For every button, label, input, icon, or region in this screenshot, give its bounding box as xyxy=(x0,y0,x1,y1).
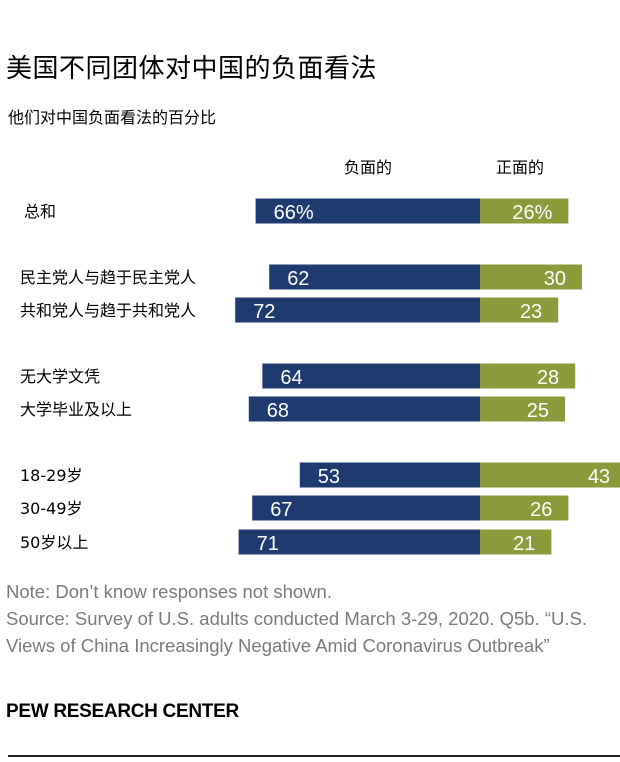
category-label: 18-29岁 xyxy=(20,466,83,485)
note-text: Note: Don’t know responses not shown. xyxy=(6,581,332,602)
brand-logo-text: PEW RESEARCH CENTER xyxy=(6,701,239,722)
value-label-negative: 66% xyxy=(274,202,314,224)
bar-positive xyxy=(480,363,576,389)
value-label-positive: 26 xyxy=(530,499,552,521)
bottom-rule xyxy=(8,755,620,757)
bar-positive xyxy=(480,396,565,422)
bar-negative xyxy=(262,363,480,389)
category-label: 共和党人与趋于共和党人 xyxy=(20,301,196,320)
legend-negative: 负面的 xyxy=(344,158,392,177)
value-label-positive: 30 xyxy=(544,268,566,290)
category-label: 50岁以上 xyxy=(20,533,88,552)
bar-negative xyxy=(269,264,480,290)
bar-positive xyxy=(480,462,620,488)
value-label-negative: 62 xyxy=(287,268,309,290)
bar-negative xyxy=(235,297,480,323)
value-label-negative: 67 xyxy=(270,499,292,521)
category-label: 总和 xyxy=(24,202,56,221)
bar-positive xyxy=(480,264,582,290)
bar-negative xyxy=(299,462,480,488)
bar-positive xyxy=(480,529,552,555)
category-label: 无大学文凭 xyxy=(20,367,100,386)
bar-negative xyxy=(255,198,480,224)
chart-subtitle: 他们对中国负面看法的百分比 xyxy=(8,108,217,127)
category-label: 民主党人与趋于民主党人 xyxy=(20,268,196,287)
bar-positive xyxy=(480,495,569,521)
category-label: 30-49岁 xyxy=(20,499,83,518)
value-label-positive: 21 xyxy=(513,533,535,555)
bar-negative xyxy=(238,529,480,555)
value-label-positive: 23 xyxy=(520,301,542,323)
bar-negative xyxy=(248,396,480,422)
value-label-negative: 72 xyxy=(253,301,275,323)
value-label-negative: 71 xyxy=(257,533,279,555)
value-label-negative: 68 xyxy=(267,400,289,422)
value-label-negative: 53 xyxy=(318,466,340,488)
bar-positive xyxy=(480,198,569,224)
value-label-positive: 43 xyxy=(588,466,610,488)
bar-negative xyxy=(252,495,480,521)
category-label: 大学毕业及以上 xyxy=(20,400,132,419)
chart-title: 美国不同团体对中国的负面看法 xyxy=(6,54,378,84)
value-label-positive: 26% xyxy=(512,202,552,224)
value-label-negative: 64 xyxy=(280,367,302,389)
chart-notes: Note: Don’t know responses not shown. So… xyxy=(6,578,616,659)
value-label-positive: 28 xyxy=(537,367,559,389)
bar-positive xyxy=(480,297,559,323)
value-label-positive: 25 xyxy=(527,400,549,422)
source-text: Source: Survey of U.S. adults conducted … xyxy=(6,608,587,656)
legend-positive: 正面的 xyxy=(496,158,544,177)
